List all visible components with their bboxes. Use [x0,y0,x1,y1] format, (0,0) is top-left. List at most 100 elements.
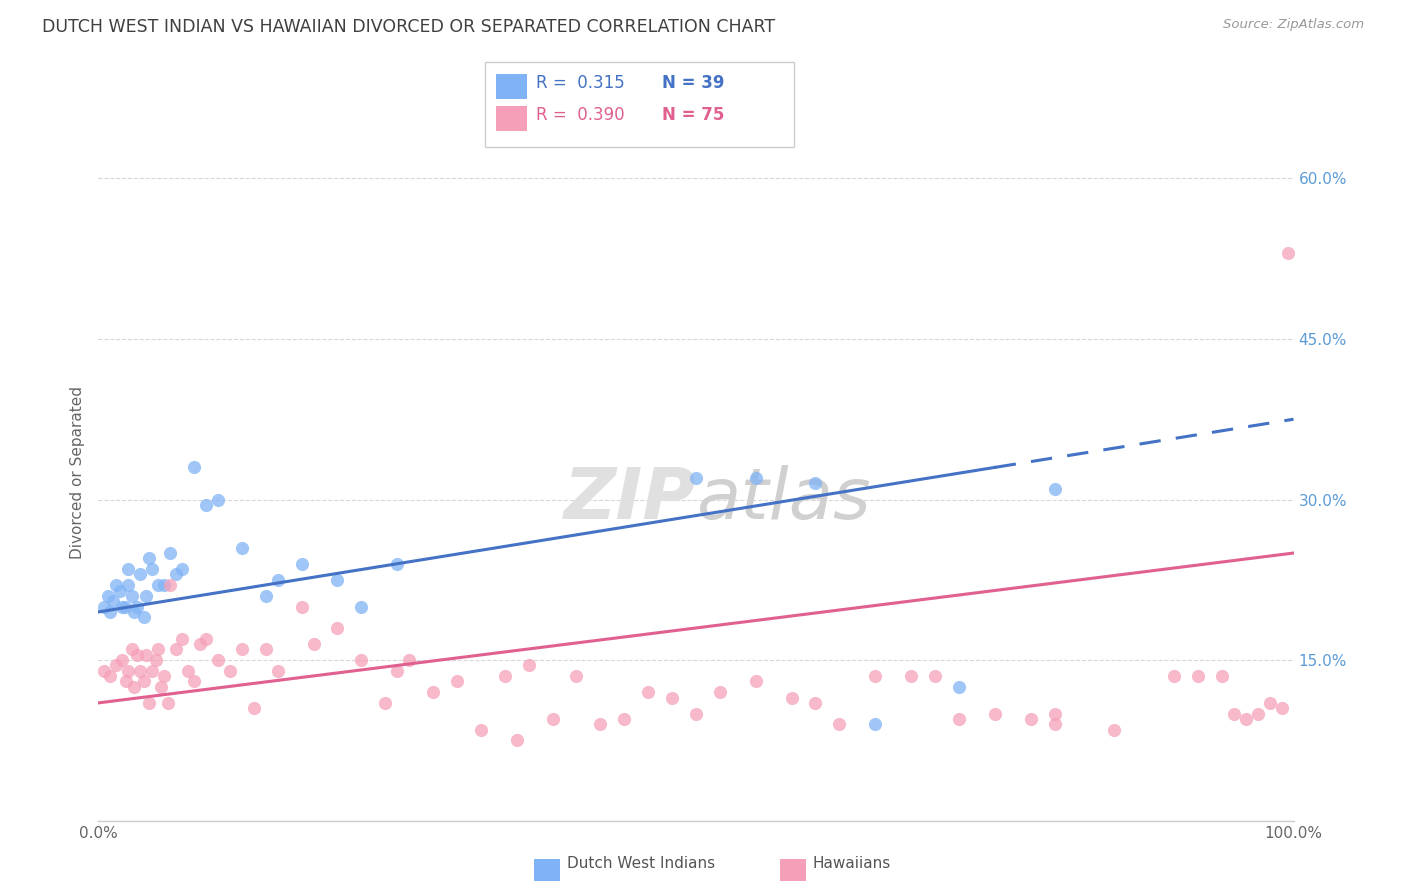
Point [129,567,152,582]
Point [924,669,946,683]
Point [385,557,409,571]
Text: R =  0.315: R = 0.315 [536,74,624,92]
Point [900,669,922,683]
Point [188,637,211,651]
Point [98,605,122,619]
Point [804,476,827,491]
Point [117,578,139,592]
Point [685,706,707,721]
Point [141,664,163,678]
Point [863,669,887,683]
Point [745,471,768,485]
Point [231,541,253,555]
Point [148,578,170,592]
Point [267,573,290,587]
Point [1043,482,1066,496]
Point [101,594,124,608]
Text: DUTCH WEST INDIAN VS HAWAIIAN DIVORCED OR SEPARATED CORRELATION CHART: DUTCH WEST INDIAN VS HAWAIIAN DIVORCED O… [42,18,775,36]
Point [302,637,325,651]
Point [108,583,131,598]
Point [148,642,170,657]
Point [1211,669,1233,683]
Point [804,696,827,710]
Point [254,589,277,603]
Point [290,599,312,614]
Point [385,664,409,678]
Point [129,664,152,678]
Point [1246,706,1268,721]
Point [948,712,970,726]
Point [254,642,277,657]
Point [745,674,768,689]
Point [1102,723,1125,737]
Text: atlas: atlas [696,465,870,534]
Point [117,664,139,678]
Text: R =  0.390: R = 0.390 [536,106,624,124]
Point [117,562,139,576]
Point [1258,696,1281,710]
Point [1277,246,1299,260]
Y-axis label: Divorced or Separated: Divorced or Separated [70,386,86,559]
Point [494,669,516,683]
Point [661,690,683,705]
Point [565,669,588,683]
Point [1222,706,1246,721]
Point [153,669,176,683]
Text: N = 75: N = 75 [662,106,724,124]
Point [115,674,138,689]
Point [374,696,396,710]
Point [350,599,373,614]
Point [172,632,194,646]
Point [1019,712,1042,726]
Point [132,674,155,689]
Point [135,589,157,603]
Point [780,690,803,705]
Point [132,610,155,624]
Point [207,492,229,507]
Point [243,701,266,715]
Point [267,664,290,678]
Point [121,589,143,603]
Point [446,674,468,689]
Point [145,653,167,667]
Text: Dutch West Indians: Dutch West Indians [567,855,714,871]
Point [470,723,492,737]
Point [153,578,176,592]
Point [93,599,115,614]
Point [135,648,157,662]
Point [124,605,146,619]
Point [219,664,242,678]
Text: Source: ZipAtlas.com: Source: ZipAtlas.com [1223,18,1364,31]
Text: N = 39: N = 39 [662,74,724,92]
Point [1163,669,1185,683]
Point [114,599,136,614]
Point [125,599,148,614]
Point [159,578,181,592]
Text: ZIP: ZIP [564,465,696,534]
Point [177,664,200,678]
Point [159,546,181,560]
Point [165,567,187,582]
Point [194,632,218,646]
Point [141,562,163,576]
Point [517,658,540,673]
Point [863,717,887,731]
Point [506,733,529,747]
Point [1271,701,1294,715]
Point [350,653,373,667]
Point [948,680,970,694]
Point [398,653,420,667]
Point [685,471,707,485]
Point [231,642,253,657]
Point [1043,706,1066,721]
Point [637,685,659,699]
Point [984,706,1007,721]
Point [111,599,134,614]
Point [194,498,218,512]
Point [172,562,194,576]
Point [121,642,143,657]
Point [165,642,187,657]
Point [105,578,128,592]
Point [828,717,851,731]
Point [125,648,148,662]
